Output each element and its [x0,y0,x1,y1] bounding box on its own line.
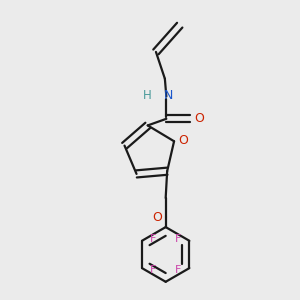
Text: O: O [194,112,204,125]
Text: N: N [164,88,173,101]
Text: H: H [143,88,152,101]
Text: F: F [175,234,181,244]
Text: F: F [150,265,157,275]
Text: F: F [150,234,157,244]
Text: O: O [152,211,162,224]
Text: F: F [175,265,181,275]
Text: O: O [178,134,188,147]
